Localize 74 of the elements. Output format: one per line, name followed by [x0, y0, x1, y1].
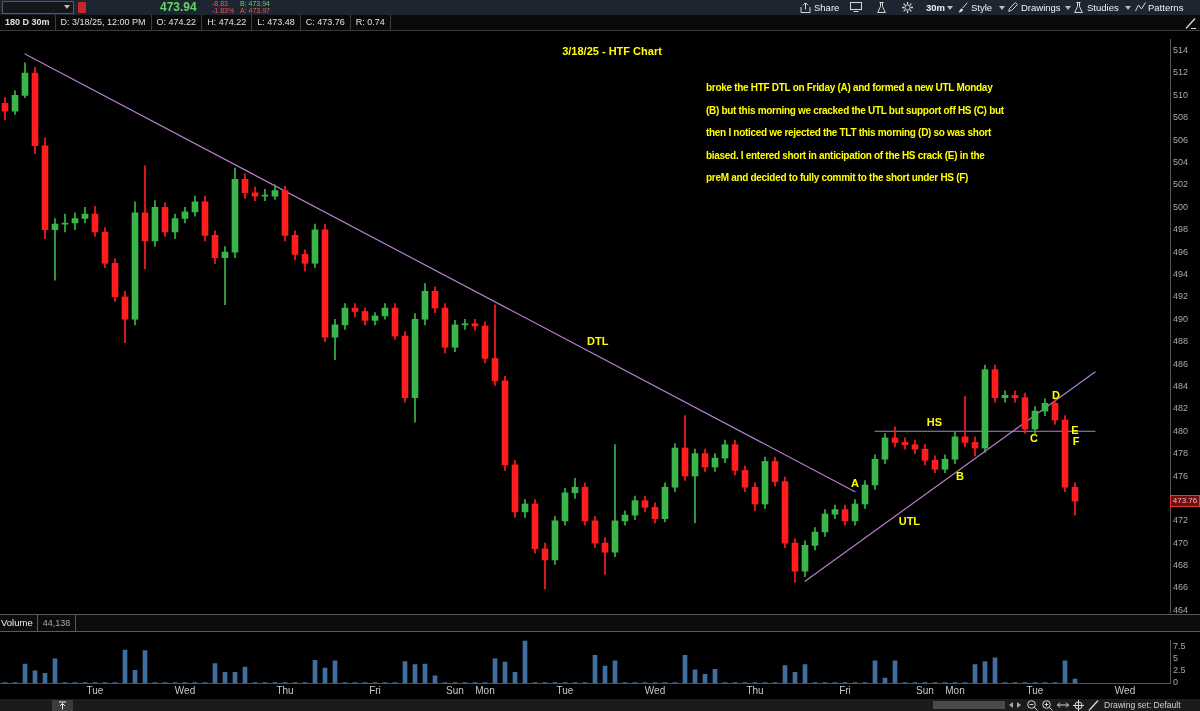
- y-tick-label: 502: [1173, 179, 1189, 190]
- y-tick-label: 506: [1173, 134, 1189, 145]
- text: 3/18/25 - HTF Chart: [562, 45, 662, 58]
- y-tick-label: 480: [1173, 425, 1189, 436]
- text: D: 3/18/25, 12:00 PM: [55, 15, 152, 30]
- chart-title: Volume: [0, 615, 38, 631]
- text: 473.94: [160, 0, 197, 15]
- y-tick-label: 2.5: [1173, 665, 1186, 676]
- series-label: UTL: [898, 514, 921, 528]
- y-tick-label: 496: [1173, 246, 1189, 257]
- x-tick-label: Wed: [644, 684, 666, 696]
- y-tick-label: 468: [1173, 560, 1189, 571]
- y-tick-label: 476: [1173, 470, 1189, 481]
- x-tick-label: Wed: [174, 684, 196, 696]
- series-label: HS: [926, 415, 943, 429]
- text: O: 474.22: [151, 15, 203, 30]
- annotation: 473.76: [1170, 495, 1200, 508]
- y-tick-label: 5: [1173, 653, 1179, 664]
- x-tick-label: Mon: [475, 684, 495, 696]
- text: R: 0.74: [350, 15, 391, 30]
- x-tick-label: Mon: [945, 684, 965, 696]
- y-tick-label: 498: [1173, 224, 1189, 235]
- y-tick-label: 504: [1173, 157, 1189, 168]
- x-tick-label: Thu: [746, 684, 764, 696]
- annotation: F: [1072, 434, 1080, 448]
- y-tick-label: 488: [1173, 336, 1189, 347]
- annotation: C: [1030, 431, 1038, 445]
- text: Drawings: [1021, 1, 1061, 14]
- text: 180 D 30m: [0, 15, 56, 30]
- candlestick: [471, 318, 479, 331]
- y-tick-label: 470: [1173, 537, 1189, 548]
- annotation: broke the HTF DTL on Friday (A) and formed a new UTL Monday (B) but this morning we cracked the UTL but support off HS (C) but then I noticed we rejected the TLT this morning (D) so was short biased. I entered short in anticipation of the HS crack (E) in the preM and decided to fully commit to the short under HS (F): [706, 81, 1005, 185]
- text: Studies: [1087, 1, 1119, 14]
- x-tick-label: Tue: [86, 684, 104, 696]
- y-tick-label: 472: [1173, 515, 1189, 526]
- annotation: D: [1052, 388, 1060, 402]
- y-tick-label: 500: [1173, 201, 1189, 212]
- text: 44,138: [37, 615, 77, 631]
- y-tick-label: 508: [1173, 112, 1189, 123]
- y-tick-label: 510: [1173, 89, 1189, 100]
- y-tick-label: 466: [1173, 582, 1189, 593]
- x-tick-label: Sun: [446, 684, 464, 696]
- x-tick-label: Sun: [916, 684, 934, 696]
- y-tick-label: 494: [1173, 268, 1189, 279]
- x-tick-label: Thu: [276, 684, 294, 696]
- y-tick-label: 484: [1173, 380, 1189, 391]
- y-tick-label: 478: [1173, 448, 1189, 459]
- y-tick-label: 492: [1173, 291, 1189, 302]
- text: 30m: [926, 1, 946, 14]
- y-tick-label: 464: [1173, 604, 1189, 615]
- text: Drawing set: Default: [1104, 699, 1181, 711]
- text: Patterns: [1148, 1, 1184, 14]
- y-tick-label: 512: [1173, 67, 1189, 78]
- text: H: 474.22: [202, 15, 253, 30]
- y-tick-label: 7.5: [1173, 641, 1186, 652]
- text: Share: [814, 1, 840, 14]
- x-tick-label: Fri: [839, 684, 851, 696]
- y-tick-label: 482: [1173, 403, 1189, 414]
- y-tick-label: 490: [1173, 313, 1189, 324]
- series-label: DTL: [586, 334, 609, 348]
- y-tick-label: 0: [1173, 677, 1179, 688]
- text: L: 473.48: [252, 15, 301, 30]
- y-tick-label: 514: [1173, 45, 1189, 56]
- bar: [432, 675, 438, 683]
- y-tick-label: 486: [1173, 358, 1189, 369]
- annotation: A: [851, 476, 859, 490]
- x-tick-label: Fri: [369, 684, 381, 696]
- x-tick-label: Tue: [1026, 684, 1044, 696]
- candlestick: [461, 318, 469, 330]
- annotation: B: [956, 469, 964, 483]
- x-tick-label: Wed: [1114, 684, 1136, 696]
- text: C: 473.76: [300, 15, 351, 30]
- x-tick-label: Tue: [556, 684, 574, 696]
- text: Style: [971, 1, 993, 14]
